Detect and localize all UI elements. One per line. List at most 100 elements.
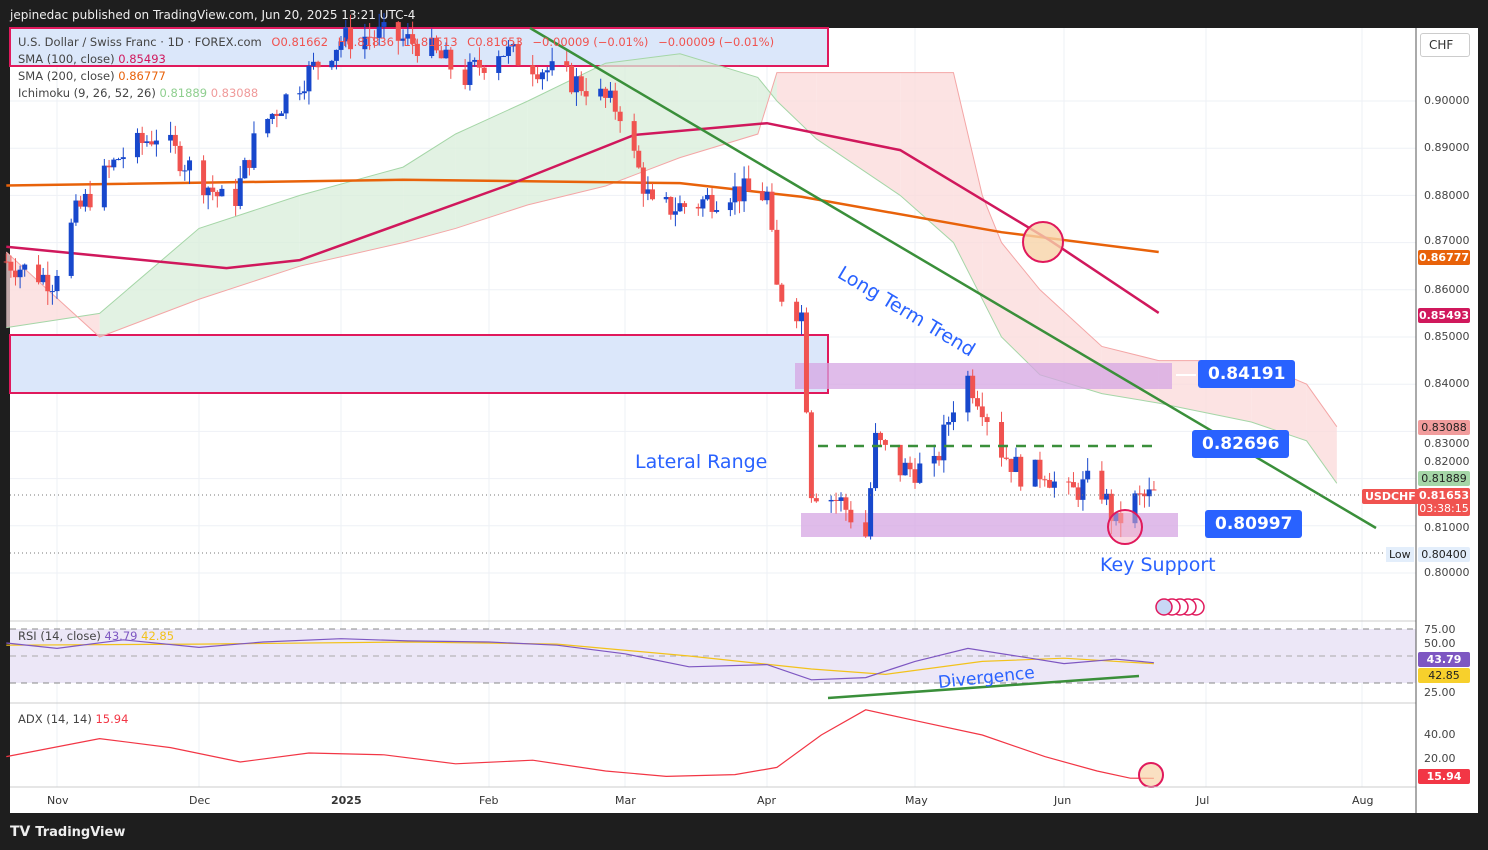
- adx-tick: 20.00: [1424, 752, 1456, 765]
- candle-body: [544, 70, 550, 73]
- candle-body: [828, 499, 834, 502]
- tradingview-logo[interactable]: 𝗧𝗩 TradingView: [10, 824, 126, 840]
- candle-body: [329, 60, 335, 68]
- candle-body: [902, 462, 908, 476]
- candle-body: [306, 65, 312, 92]
- candle-body: [877, 432, 883, 441]
- candle-body: [414, 43, 420, 57]
- price-tick: 0.90000: [1424, 94, 1470, 107]
- candle-body: [764, 191, 770, 201]
- candle-body: [769, 191, 775, 230]
- candle-body: [672, 211, 678, 215]
- candle-body: [462, 69, 468, 85]
- candles: [3, 13, 1157, 540]
- candle-body: [501, 55, 507, 57]
- candle-body: [677, 203, 683, 212]
- cloud-segment: [776, 72, 817, 139]
- candle-body: [682, 203, 688, 207]
- candle-body: [481, 67, 487, 73]
- zone-resistance: [9, 334, 829, 394]
- candle-body: [803, 312, 809, 413]
- candle-body: [598, 88, 604, 97]
- level-low-label: 0.80997: [1205, 510, 1303, 538]
- price-tick: 0.89000: [1424, 141, 1470, 154]
- candle-body: [727, 202, 733, 211]
- candle-body: [999, 422, 1005, 458]
- candle-body: [774, 229, 780, 285]
- crossover-circle: [1022, 221, 1064, 263]
- candle-body: [539, 72, 545, 80]
- candle-body: [438, 50, 444, 59]
- candle-body: [912, 469, 918, 483]
- candle-body: [714, 210, 720, 212]
- candle-body: [1008, 458, 1014, 472]
- candle-body: [496, 56, 502, 73]
- candle-body: [1066, 481, 1072, 483]
- cloud-segment: [299, 167, 404, 267]
- candle-body: [448, 49, 454, 70]
- cloud-segment: [403, 134, 456, 243]
- rsi-ma-badge: 42.85: [1418, 668, 1470, 683]
- candle-body: [843, 497, 849, 510]
- candle-body: [941, 424, 947, 461]
- candle-body: [82, 193, 88, 207]
- candle-body: [410, 34, 416, 44]
- candle-body: [645, 189, 651, 194]
- candle-body: [1137, 493, 1143, 495]
- candle-body: [87, 193, 93, 208]
- candle-body: [8, 261, 14, 271]
- publish-info: jepinedac published on TradingView.com, …: [10, 8, 416, 22]
- candle-body: [794, 301, 800, 322]
- currency-button[interactable]: CHF: [1420, 33, 1470, 57]
- candle-body: [1075, 487, 1081, 500]
- price-tick: 0.83000: [1424, 437, 1470, 450]
- candle-body: [73, 200, 79, 223]
- price-tick: 0.87000: [1424, 234, 1470, 247]
- open-value: O0.81662: [271, 35, 329, 49]
- candle-body: [338, 41, 344, 50]
- candle-body: [333, 49, 339, 61]
- candle-body: [371, 37, 377, 39]
- candle-body: [381, 22, 387, 27]
- ichimoku-cloud: [5, 53, 1338, 484]
- cloud-segment: [982, 195, 1002, 337]
- candle-body: [301, 91, 307, 94]
- candle-body: [535, 74, 541, 80]
- candle-body: [907, 462, 913, 470]
- candle-body: [36, 264, 42, 283]
- candle-body: [578, 76, 584, 92]
- cloud-segment: [679, 53, 758, 158]
- candle-body: [564, 61, 570, 66]
- candle-body: [799, 312, 805, 322]
- date-tick: Dec: [189, 794, 211, 807]
- rsi-tick: 25.00: [1424, 686, 1456, 699]
- candle-body: [838, 497, 844, 501]
- sma200-badge: 0.86777: [1418, 250, 1470, 265]
- candle-body: [549, 61, 555, 71]
- date-tick: Nov: [47, 794, 69, 807]
- candle-body: [297, 93, 303, 95]
- candle-body: [946, 422, 952, 425]
- candle-body: [931, 455, 937, 464]
- candle-body: [569, 65, 575, 93]
- candle-body: [1037, 459, 1043, 480]
- legend-ichimoku: Ichimoku (9, 26, 52, 26) 0.81889 0.83088: [18, 86, 259, 100]
- sma100-badge: 0.85493: [1418, 308, 1470, 323]
- legend-sma200: SMA (200, close) 0.86777: [18, 69, 166, 83]
- candle-body: [848, 509, 854, 523]
- candle-body: [376, 26, 382, 38]
- close-value: C0.81653: [467, 35, 523, 49]
- candle-body: [970, 375, 976, 399]
- cloud-segment: [527, 63, 606, 205]
- symbol-label: U.S. Dollar / Swiss Franc · 1D · FOREX.c…: [18, 35, 262, 49]
- legend-adx: ADX (14, 14) 15.94: [18, 712, 129, 726]
- price-tick: 0.85000: [1424, 330, 1470, 343]
- candle-body: [868, 488, 874, 537]
- candle-body: [709, 194, 715, 212]
- span-b-line: [5, 72, 1338, 427]
- candle-body: [700, 199, 706, 209]
- candle-body: [1141, 493, 1147, 497]
- candle-body: [182, 170, 188, 172]
- candle-body: [22, 264, 28, 270]
